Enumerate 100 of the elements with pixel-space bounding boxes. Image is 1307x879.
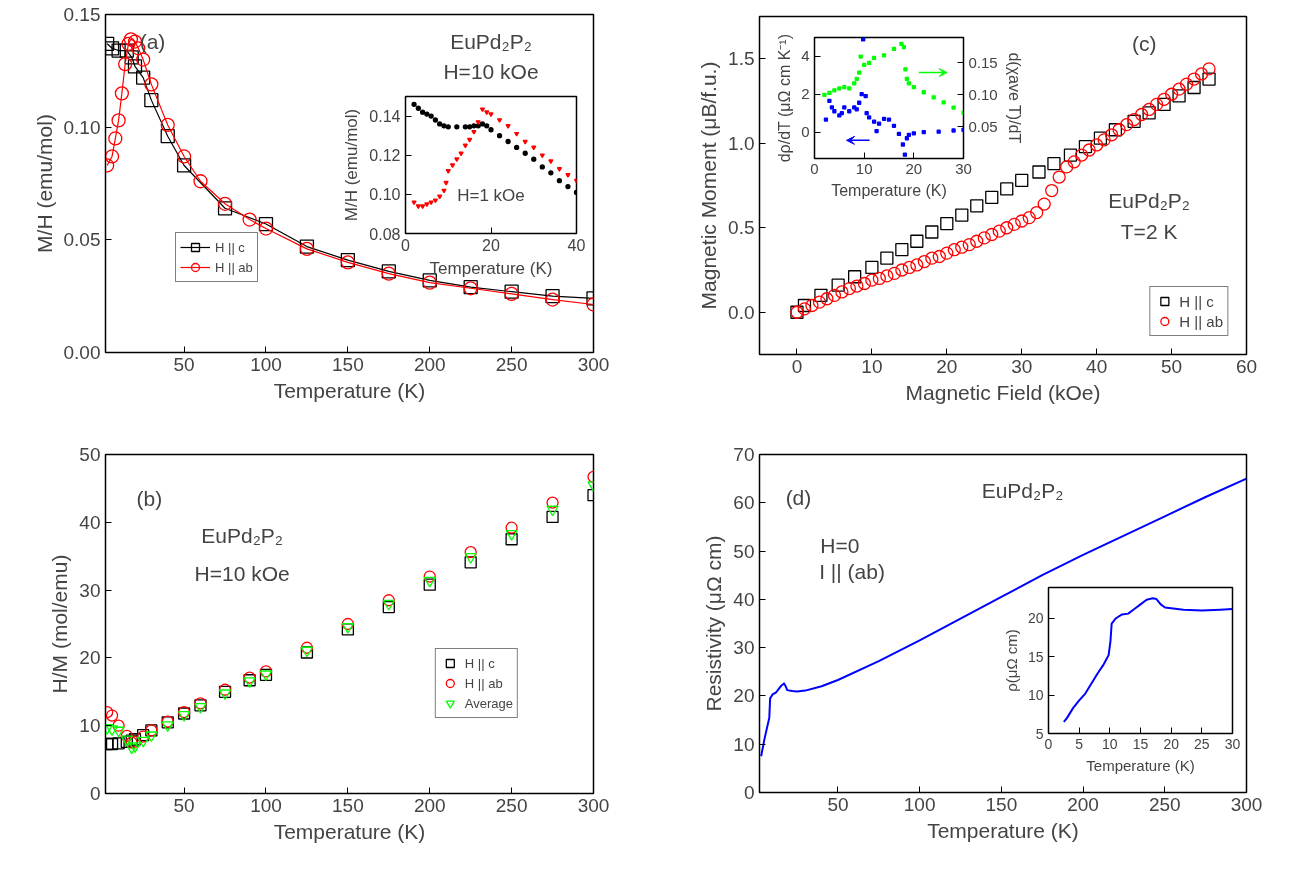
x-axis-title: Temperature (K): [831, 181, 947, 199]
annotation: H=10 kOe: [443, 60, 539, 84]
x-axis-title: Temperature (K): [1086, 756, 1195, 774]
x-tick-label: 30: [955, 159, 972, 177]
y-tick-label: 20: [733, 685, 755, 707]
x-tick-label: 250: [1148, 793, 1181, 815]
y-tick-label: 1.0: [728, 132, 755, 154]
annotation: EuPd₂P₂: [981, 479, 1064, 503]
x-axis-title: Temperature (K): [273, 819, 426, 843]
legend-label: H || c: [464, 655, 495, 671]
y2-tick-label: 0.05: [968, 117, 998, 135]
x-tick-label: 150: [332, 353, 364, 375]
annotation: T=2 K: [1120, 219, 1178, 243]
y-tick-label: 20: [1027, 610, 1044, 627]
y-tick-label: 0.10: [63, 116, 101, 138]
x-tick-label: 300: [577, 353, 610, 375]
y-tick-label: 1.5: [728, 48, 755, 70]
annotation: (b): [136, 487, 163, 511]
x-tick-label: 50: [173, 794, 195, 816]
legend-label: H || c: [1179, 292, 1214, 310]
x-tick-label: 20: [936, 355, 958, 377]
y-tick-label: 0.00: [63, 342, 101, 363]
x-tick-label: 150: [332, 794, 364, 816]
y-tick-label: 0: [801, 123, 810, 141]
annotation: (a): [139, 30, 166, 54]
x-tick-label: 40: [1086, 355, 1108, 377]
x-tick-label: 50: [1161, 355, 1183, 377]
x-tick-label: 50: [173, 353, 195, 375]
annotation: EuPd₂P₂: [450, 30, 532, 54]
y-tick-label: 10: [79, 715, 101, 737]
x-tick-label: 100: [250, 794, 282, 816]
x-tick-label: 250: [495, 794, 528, 816]
x-tick-label: 150: [985, 793, 1018, 815]
x-tick-label: 10: [1102, 735, 1118, 752]
annotation: H=10 kOe: [194, 561, 290, 585]
y-tick-label: 0.10: [369, 186, 401, 204]
annotation: H=0: [820, 534, 860, 558]
x-tick-label: 60: [1235, 355, 1258, 377]
x-tick-label: 250: [495, 353, 528, 375]
y-tick-label: 10: [1027, 687, 1044, 704]
x-axis-title: Magnetic Field (kOe): [905, 380, 1101, 404]
x-tick-label: 15: [1132, 735, 1149, 752]
y-tick-label: 0.0: [728, 301, 755, 323]
y-tick-label: 4: [801, 47, 810, 65]
x-tick-label: 300: [577, 794, 610, 816]
x-axis-title: Temperature (K): [273, 378, 426, 402]
x-tick-label: 100: [250, 353, 282, 375]
x-tick-label: 300: [1230, 793, 1263, 815]
x-tick-label: 200: [413, 353, 446, 375]
annotation: I || (ab): [819, 559, 885, 583]
y2-tick-label: 0.15: [968, 53, 998, 71]
annotation: H=1 kOe: [457, 185, 525, 205]
y-tick-label: 60: [733, 492, 755, 514]
x-tick-label: 200: [413, 794, 446, 816]
y-axis-title: ρ(μΩ cm): [1002, 629, 1020, 692]
y-axis-title: Resistivity (μΩ cm): [702, 535, 726, 712]
x-tick-label: 5: [1075, 735, 1084, 752]
y-tick-label: 0.05: [63, 229, 101, 251]
y-tick-label: 30: [79, 579, 101, 601]
x-tick-label: 25: [1194, 735, 1210, 752]
y-tick-label: 70: [733, 444, 755, 465]
y-tick-label: 30: [733, 637, 755, 659]
x-tick-label: 20: [482, 236, 500, 254]
y2-tick-label: 0.10: [968, 85, 998, 103]
y-axis-title: H/M (mol/emu): [48, 554, 72, 694]
y-tick-label: 40: [79, 511, 101, 533]
y2-axis-title: d(χave T)/dT: [1005, 52, 1023, 144]
legend-label: Average: [464, 695, 513, 711]
x-tick-label: 30: [1224, 735, 1241, 752]
y-tick-label: 0.14: [369, 108, 401, 126]
x-tick-label: 20: [1163, 735, 1180, 752]
annotation: EuPd₂P₂: [201, 524, 283, 548]
y-tick-label: 0.08: [369, 225, 401, 243]
legend-label: H || ab: [1179, 312, 1223, 330]
x-tick-label: 10: [855, 159, 873, 177]
y-axis-title: M/H (emu/mol): [32, 114, 56, 253]
legend-label: H || ab: [215, 259, 253, 275]
x-axis-title: Temperature (K): [429, 258, 553, 278]
annotation: (d): [785, 486, 812, 510]
annotation: EuPd₂P₂: [1108, 189, 1190, 213]
y-tick-label: 0.12: [369, 147, 401, 165]
y-tick-label: 0.15: [63, 4, 101, 25]
y-axis-title: dρ/dT (μΩ cm K⁻¹): [776, 33, 794, 163]
x-axis-title: Temperature (K): [927, 818, 1079, 842]
legend-label: H || c: [215, 239, 245, 255]
y-tick-label: 40: [733, 588, 755, 610]
x-tick-label: 10: [861, 355, 883, 377]
y-tick-label: 2: [801, 85, 810, 103]
x-tick-label: 20: [905, 159, 923, 177]
y-tick-label: 50: [79, 444, 101, 465]
legend-label: H || ab: [464, 675, 503, 691]
x-tick-label: 50: [827, 793, 849, 815]
y-tick-label: 50: [733, 540, 755, 562]
y-axis-title: M/H (emu/mol): [342, 108, 362, 222]
y-tick-label: 15: [1027, 648, 1044, 665]
x-tick-label: 200: [1067, 793, 1099, 815]
annotation: (c): [1131, 32, 1157, 56]
y-tick-label: 20: [79, 647, 101, 669]
y-tick-label: 0.5: [728, 217, 755, 239]
x-tick-label: 100: [903, 793, 936, 815]
